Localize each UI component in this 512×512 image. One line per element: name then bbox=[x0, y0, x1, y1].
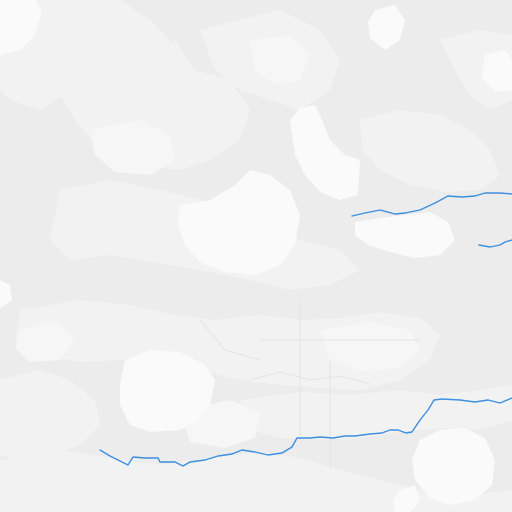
lake bbox=[393, 485, 420, 512]
road-network bbox=[199, 300, 420, 470]
lake bbox=[0, 280, 12, 308]
lake bbox=[482, 50, 512, 92]
lake bbox=[0, 0, 42, 55]
river-line bbox=[351, 192, 512, 217]
waterways bbox=[99, 192, 512, 467]
lake bbox=[355, 212, 455, 258]
land-patches-light bbox=[15, 35, 420, 448]
lake bbox=[120, 350, 215, 432]
lake bbox=[412, 428, 495, 505]
river-line bbox=[478, 239, 512, 248]
lake bbox=[290, 105, 360, 200]
river-line bbox=[99, 397, 512, 467]
lake bbox=[368, 5, 405, 50]
lake bbox=[178, 170, 300, 275]
